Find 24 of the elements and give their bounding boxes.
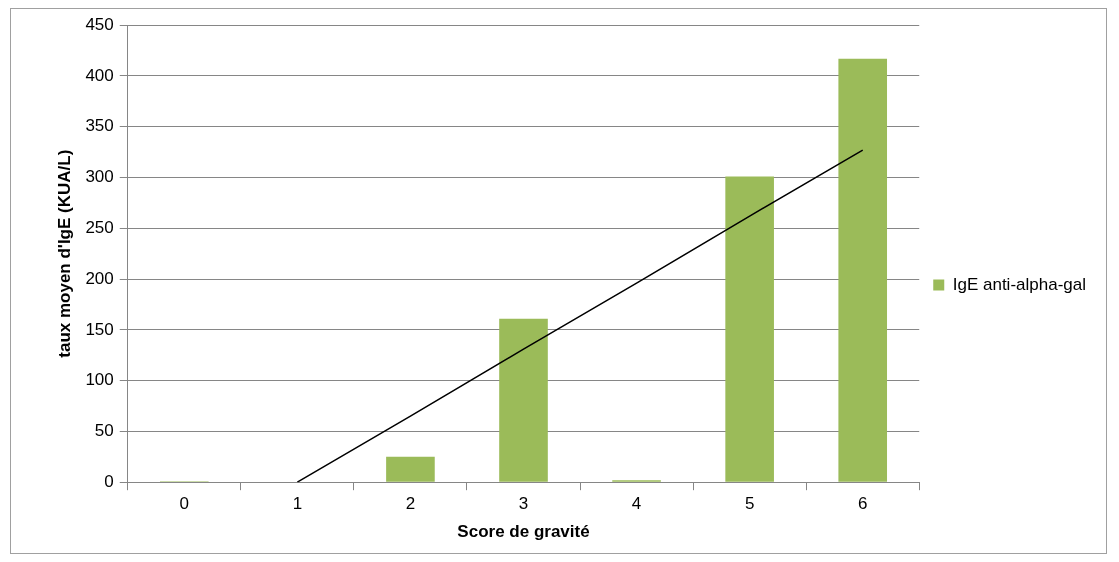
x-tick-label: 1: [292, 494, 303, 514]
y-tick-label: 0: [104, 471, 114, 491]
y-tick-label: 400: [85, 65, 114, 85]
x-tick-label: 6: [857, 494, 868, 514]
y-tick-label: 200: [85, 268, 114, 288]
x-tick-label: 4: [631, 494, 642, 514]
y-tick-label: 50: [94, 421, 114, 441]
legend-label: IgE anti-alpha-gal: [952, 274, 1087, 294]
bar: [499, 318, 548, 482]
y-tick-label: 450: [85, 14, 114, 34]
x-tick-label: 0: [179, 494, 190, 514]
y-tick-label: 250: [85, 218, 114, 237]
x-tick-label: 5: [744, 494, 755, 514]
x-tick-label: 2: [405, 494, 416, 514]
y-tick-label: 100: [85, 370, 114, 390]
bar: [386, 456, 435, 482]
x-tick-label: 3: [518, 494, 529, 514]
y-tick-label: 350: [85, 116, 114, 136]
bar: [725, 176, 774, 482]
y-tick-label: 150: [85, 319, 114, 339]
y-tick-label: 300: [85, 167, 114, 187]
bar: [838, 58, 888, 482]
x-axis-title: Score de gravité: [457, 522, 590, 542]
y-axis-title: taux moyen d'IgE (KUA/L): [54, 149, 74, 358]
